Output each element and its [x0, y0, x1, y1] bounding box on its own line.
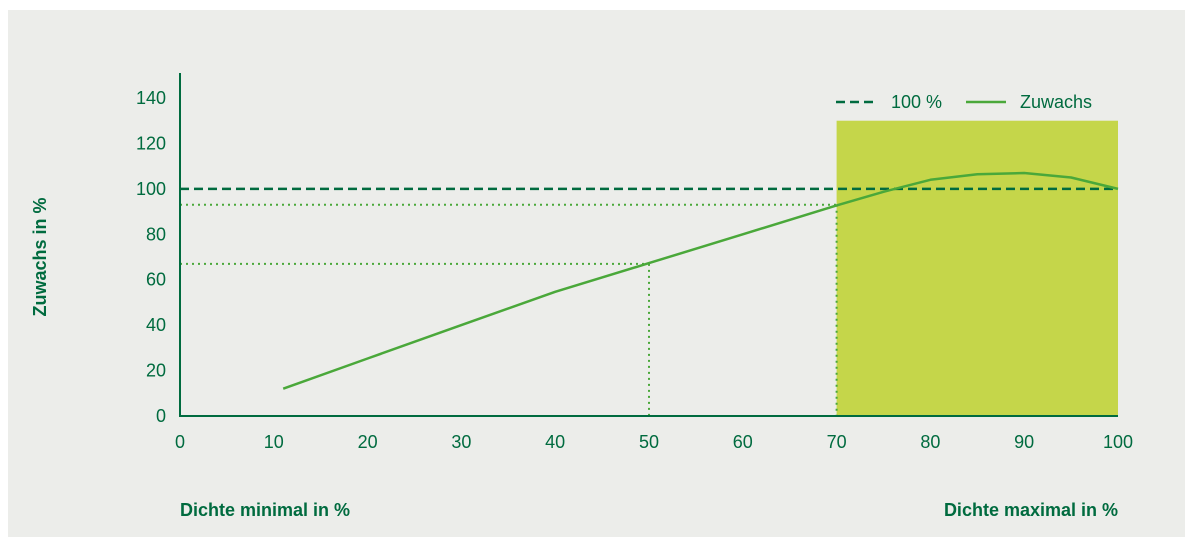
series-line-1	[282, 171, 1119, 390]
x-tick-label: 40	[545, 432, 565, 452]
y-tick-label: 120	[136, 133, 166, 153]
x-tick-label: 50	[639, 432, 659, 452]
x-tick-label: 20	[358, 432, 378, 452]
x-axis-title-max: Dichte maximal in %	[944, 500, 1118, 520]
y-tick-label: 100	[136, 179, 166, 199]
y-tick-label: 80	[146, 224, 166, 244]
y-tick-label: 60	[146, 270, 166, 290]
y-tick-label: 140	[136, 88, 166, 108]
x-tick-label: 30	[451, 432, 471, 452]
x-tick-label: 100	[1103, 432, 1133, 452]
y-tick-label: 20	[146, 361, 166, 381]
x-tick-label: 10	[264, 432, 284, 452]
x-tick-label: 80	[920, 432, 940, 452]
y-tick-label: 0	[156, 406, 166, 426]
growth-density-chart: 0 20 40 60 80 100 120 140 0 10 20 30 40 50 60 70 80 90 100…	[30, 73, 1133, 520]
x-tick-label: 0	[175, 432, 185, 452]
optimum-region	[836, 120, 1118, 416]
chart-panel: 0 20 40 60 80 100 120 140 0 10 20 30 40 50 60 70 80 90 100…	[8, 10, 1185, 537]
legend-label-growth: Zuwachs	[1020, 92, 1092, 112]
y-axis-title: Zuwachs in %	[30, 197, 50, 316]
x-tick-label: 60	[733, 432, 753, 452]
x-tick-label: 90	[1014, 432, 1034, 452]
legend-label-reference: 100 %	[891, 92, 942, 112]
x-axis-title-min: Dichte minimal in %	[180, 500, 350, 520]
y-tick-label: 40	[146, 315, 166, 335]
x-tick-label: 70	[827, 432, 847, 452]
